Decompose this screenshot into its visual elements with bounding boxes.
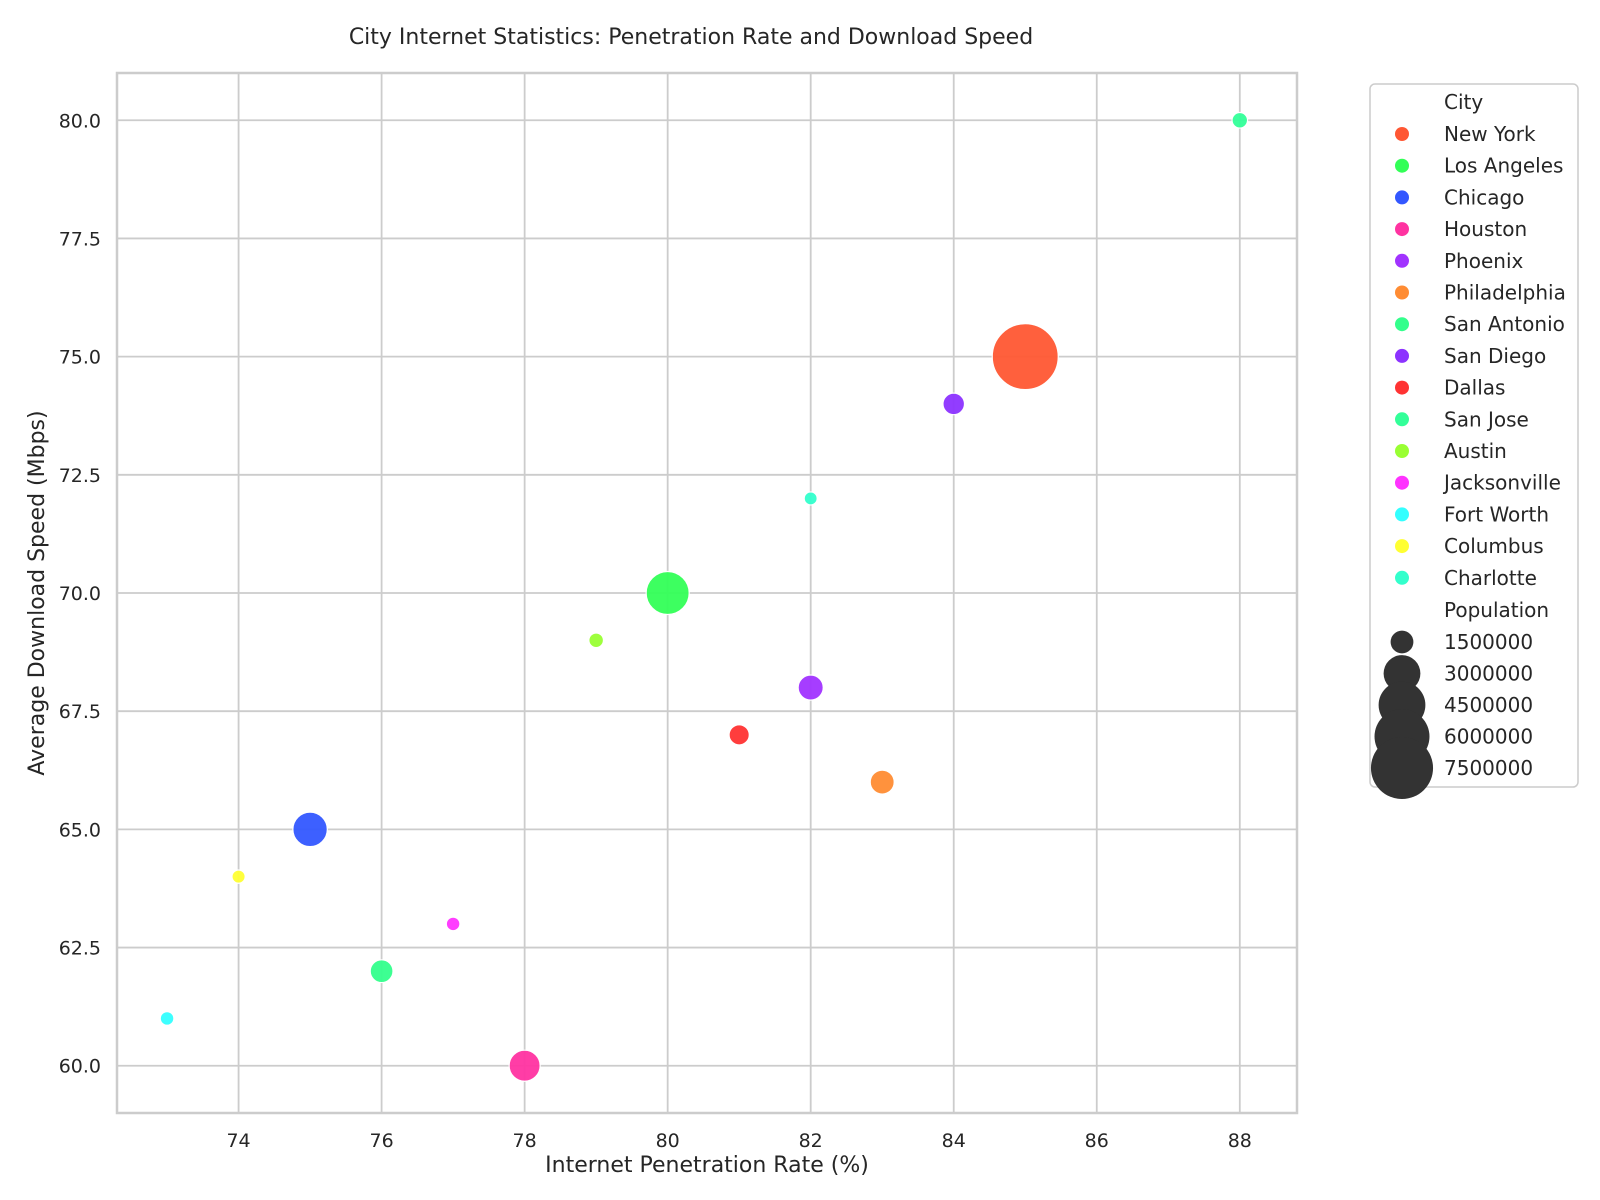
x-tick-label: 74: [226, 1130, 250, 1152]
legend-size-label: 4500000: [1444, 693, 1533, 717]
y-tick-label: 62.5: [59, 938, 101, 960]
legend-label: San Jose: [1444, 407, 1529, 431]
y-tick-label: 80.0: [59, 110, 101, 132]
legend-label: Los Angeles: [1444, 154, 1563, 178]
legend-label: Houston: [1444, 217, 1527, 241]
legend-label: Fort Worth: [1444, 502, 1549, 526]
legend-marker: [1395, 348, 1409, 363]
x-tick-label: 86: [1085, 1130, 1109, 1152]
legend-label: Phoenix: [1444, 249, 1524, 273]
y-tick-label: 70.0: [59, 583, 101, 605]
y-tick-label: 65.0: [59, 819, 101, 841]
legend-marker: [1395, 253, 1409, 268]
legend-marker: [1395, 507, 1409, 522]
legend-label: Columbus: [1444, 534, 1544, 558]
legend-marker: [1395, 444, 1409, 458]
y-tick-label: 77.5: [59, 228, 101, 250]
legend-marker: [1395, 222, 1409, 237]
x-tick-label: 88: [1228, 1130, 1252, 1152]
y-tick-label: 75.0: [59, 347, 101, 369]
legend-marker: [1395, 317, 1409, 332]
legend-size-label: 1500000: [1444, 630, 1533, 654]
legend-marker: [1395, 539, 1409, 554]
legend-marker: [1395, 380, 1409, 395]
point-san-jose: [1231, 111, 1249, 129]
chart-title: City Internet Statistics: Penetration Ra…: [349, 25, 1033, 50]
tick-labels: 74 76 78 80 82 84 86 88 60.0 62.5 65.0 67.5 70.0 72.5…: [59, 110, 1252, 1152]
plot-frame: [115, 71, 1299, 1115]
legend-size-label: 7500000: [1444, 756, 1533, 780]
point-los-angeles: [645, 570, 690, 616]
legend: City New York Los Angeles Chicago Houston Ph…: [1369, 83, 1579, 800]
legend-marker: [1395, 127, 1409, 141]
legend-label: Dallas: [1444, 376, 1505, 400]
point-austin: [588, 632, 605, 649]
x-axis-label: Internet Penetration Rate (%): [545, 1153, 869, 1178]
legend-label: Austin: [1444, 439, 1507, 463]
point-jacksonville: [445, 916, 461, 932]
point-fort-worth: [159, 1011, 175, 1026]
legend-marker: [1395, 412, 1409, 427]
legend-label: Philadelphia: [1444, 281, 1566, 305]
legend-marker: [1395, 570, 1409, 585]
x-tick-label: 78: [513, 1130, 537, 1152]
y-axis-label: Average Download Speed (Mbps): [25, 410, 50, 775]
legend-label: Charlotte: [1444, 566, 1537, 590]
point-columbus: [231, 869, 246, 884]
legend-size-marker: [1390, 630, 1414, 654]
point-chicago: [292, 811, 328, 848]
legend-label: San Diego: [1444, 344, 1546, 368]
legend-city-entries: New York Los Angeles Chicago Houston Phoenix…: [1395, 122, 1566, 590]
x-tick-label: 84: [942, 1130, 966, 1152]
point-san-diego: [942, 392, 966, 416]
legend-size-marker: [1383, 655, 1421, 692]
x-tick-label: 82: [799, 1130, 823, 1152]
legend-marker: [1395, 158, 1409, 173]
point-san-antonio: [369, 959, 394, 984]
legend-population-entries: 1500000 3000000 4500000 6000000 7500000: [1370, 630, 1533, 800]
point-houston: [508, 1049, 541, 1082]
y-tick-label: 60.0: [59, 1056, 101, 1078]
y-tick-label: 67.5: [59, 701, 101, 723]
legend-frame: [1369, 83, 1579, 788]
data-points: [159, 111, 1249, 1082]
legend-size-title: Population: [1444, 598, 1549, 622]
point-charlotte: [803, 491, 818, 506]
legend-label: New York: [1444, 122, 1536, 146]
point-new-york: [991, 323, 1059, 391]
point-phoenix: [797, 674, 824, 701]
x-tick-label: 80: [656, 1130, 680, 1152]
point-philadelphia: [869, 769, 895, 795]
legend-marker: [1395, 285, 1409, 300]
legend-label: San Antonio: [1444, 312, 1565, 336]
legend-label: Jacksonville: [1442, 471, 1561, 495]
legend-size-label: 6000000: [1444, 725, 1533, 749]
point-dallas: [728, 724, 750, 746]
legend-marker: [1395, 190, 1409, 205]
legend-size-label: 3000000: [1444, 662, 1533, 686]
legend-marker: [1395, 475, 1409, 490]
x-tick-label: 76: [370, 1130, 394, 1152]
y-tick-label: 72.5: [59, 465, 101, 487]
legend-hue-title: City: [1444, 90, 1483, 114]
legend-size-marker: [1370, 736, 1434, 800]
legend-label: Chicago: [1444, 185, 1524, 209]
